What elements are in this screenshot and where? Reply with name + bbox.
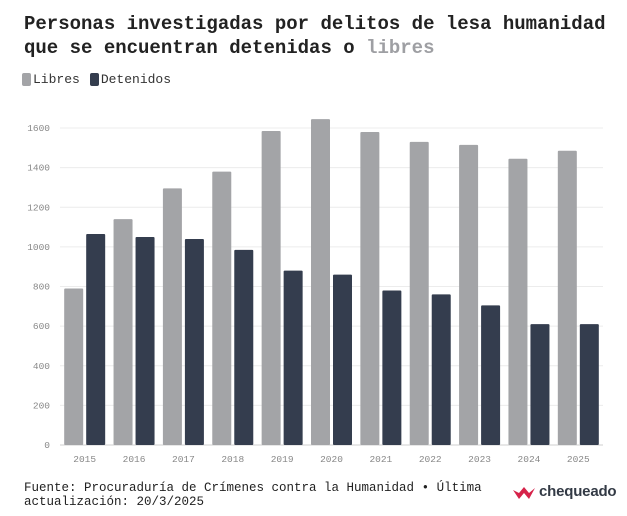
- y-tick-label: 1400: [27, 163, 50, 174]
- bars: [64, 119, 599, 446]
- brand-logo[interactable]: chequeado: [512, 483, 617, 500]
- x-tick-label: 2018: [221, 454, 244, 465]
- bar-libres-2020[interactable]: [311, 119, 330, 445]
- bar-detenidos-2021[interactable]: [382, 290, 402, 445]
- source-note: Fuente: Procuraduría de Crímenes contra …: [24, 481, 482, 509]
- legend-item-libres[interactable]: Libres: [22, 72, 80, 87]
- x-axis: 2015 2016 2017 2018 2019 2020 2021 2022 2023 2024…: [73, 454, 590, 465]
- y-tick-label: 200: [33, 400, 50, 411]
- legend-label-detenidos: Detenidos: [100, 72, 172, 87]
- brand-name: chequeado: [539, 483, 617, 500]
- bar-libres-2016[interactable]: [113, 219, 133, 445]
- bar-detenidos-2024[interactable]: [530, 324, 550, 445]
- x-tick-label: 2023: [468, 454, 491, 465]
- bar-detenidos-2016[interactable]: [135, 236, 155, 445]
- bar-libres-2021[interactable]: [360, 131, 380, 445]
- y-tick-label: 1200: [27, 202, 50, 213]
- y-tick-label: 800: [33, 282, 50, 293]
- bar-libres-2019[interactable]: [261, 130, 281, 446]
- y-tick-label: 1000: [27, 242, 50, 253]
- bar-libres-2018[interactable]: [212, 171, 232, 445]
- bar-libres-2024[interactable]: [508, 158, 528, 445]
- bar-libres-2025[interactable]: [557, 150, 577, 446]
- x-tick-label: 2019: [271, 454, 294, 465]
- bar-detenidos-2018[interactable]: [234, 249, 254, 445]
- x-tick-label: 2020: [320, 454, 343, 465]
- bar-detenidos-2020[interactable]: [333, 274, 352, 445]
- legend-swatch-detenidos: [89, 73, 99, 86]
- bar-libres-2015[interactable]: [64, 288, 84, 445]
- chart-title-main: Personas investigadas por delitos de les…: [24, 13, 606, 59]
- legend-item-detenidos[interactable]: Detenidos: [89, 72, 172, 87]
- bar-detenidos-2019[interactable]: [283, 270, 303, 445]
- bar-libres-2022[interactable]: [409, 141, 429, 445]
- x-tick-label: 2022: [419, 454, 442, 465]
- legend-label-libres: Libres: [33, 72, 80, 87]
- bar-libres-2023[interactable]: [459, 144, 479, 445]
- y-axis: 0 200 400 600 800 1000 1200 1400 1600: [27, 123, 50, 451]
- x-tick-label: 2024: [518, 454, 541, 465]
- chart-legend: Libres Detenidos: [22, 72, 181, 87]
- x-tick-label: 2025: [567, 454, 590, 465]
- x-tick-label: 2021: [369, 454, 392, 465]
- bar-libres-2017[interactable]: [162, 188, 182, 445]
- x-tick-label: 2017: [172, 454, 195, 465]
- chequeado-logo-icon: [513, 486, 535, 499]
- y-tick-label: 1600: [27, 123, 50, 134]
- x-tick-label: 2016: [123, 454, 146, 465]
- y-tick-label: 0: [44, 440, 50, 451]
- y-tick-label: 600: [33, 321, 50, 332]
- x-tick-label: 2015: [73, 454, 96, 465]
- y-tick-label: 400: [33, 361, 50, 372]
- legend-swatch-libres: [22, 73, 31, 86]
- chart-title: Personas investigadas por delitos de les…: [24, 12, 614, 60]
- bar-detenidos-2025[interactable]: [579, 324, 599, 445]
- bar-detenidos-2015[interactable]: [86, 233, 106, 445]
- bar-detenidos-2022[interactable]: [431, 294, 451, 445]
- bar-detenidos-2023[interactable]: [481, 305, 501, 445]
- chart-title-highlight: libres: [366, 37, 435, 59]
- bar-detenidos-2017[interactable]: [184, 238, 204, 445]
